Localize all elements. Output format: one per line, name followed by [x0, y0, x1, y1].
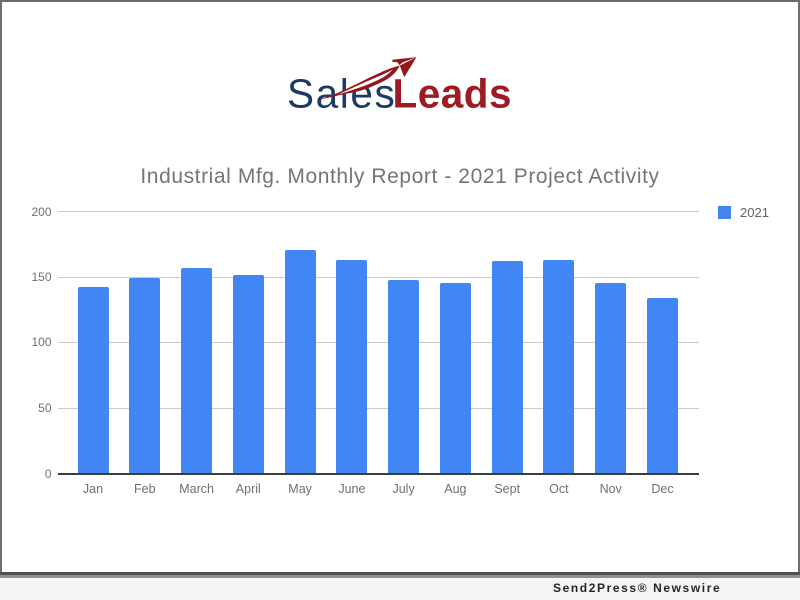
- svg-text:Leads: Leads: [393, 71, 513, 117]
